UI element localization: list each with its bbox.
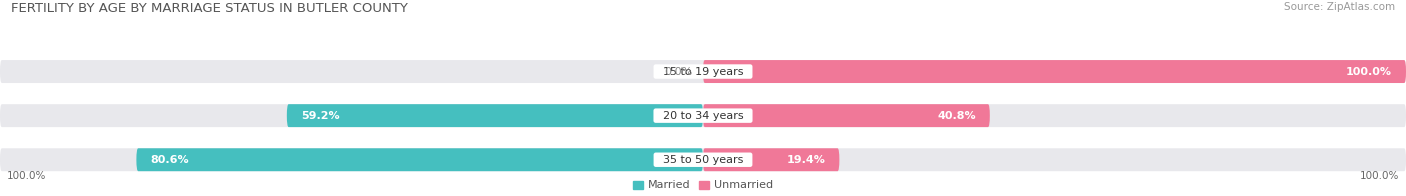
FancyBboxPatch shape (0, 148, 1406, 171)
Text: FERTILITY BY AGE BY MARRIAGE STATUS IN BUTLER COUNTY: FERTILITY BY AGE BY MARRIAGE STATUS IN B… (11, 2, 408, 15)
Text: 40.8%: 40.8% (938, 111, 976, 121)
Text: Source: ZipAtlas.com: Source: ZipAtlas.com (1284, 2, 1395, 12)
Text: 15 to 19 years: 15 to 19 years (655, 66, 751, 77)
Text: 100.0%: 100.0% (1346, 66, 1392, 77)
Text: 35 to 50 years: 35 to 50 years (655, 155, 751, 165)
Text: 59.2%: 59.2% (301, 111, 339, 121)
FancyBboxPatch shape (136, 148, 703, 171)
FancyBboxPatch shape (0, 104, 1406, 127)
Text: 0.0%: 0.0% (664, 66, 693, 77)
Text: 80.6%: 80.6% (150, 155, 188, 165)
Legend: Married, Unmarried: Married, Unmarried (633, 181, 773, 191)
Text: 100.0%: 100.0% (7, 171, 46, 181)
Text: 20 to 34 years: 20 to 34 years (655, 111, 751, 121)
Text: 19.4%: 19.4% (786, 155, 825, 165)
FancyBboxPatch shape (703, 60, 1406, 83)
FancyBboxPatch shape (0, 60, 1406, 83)
FancyBboxPatch shape (703, 104, 990, 127)
FancyBboxPatch shape (703, 148, 839, 171)
Text: 100.0%: 100.0% (1360, 171, 1399, 181)
FancyBboxPatch shape (287, 104, 703, 127)
